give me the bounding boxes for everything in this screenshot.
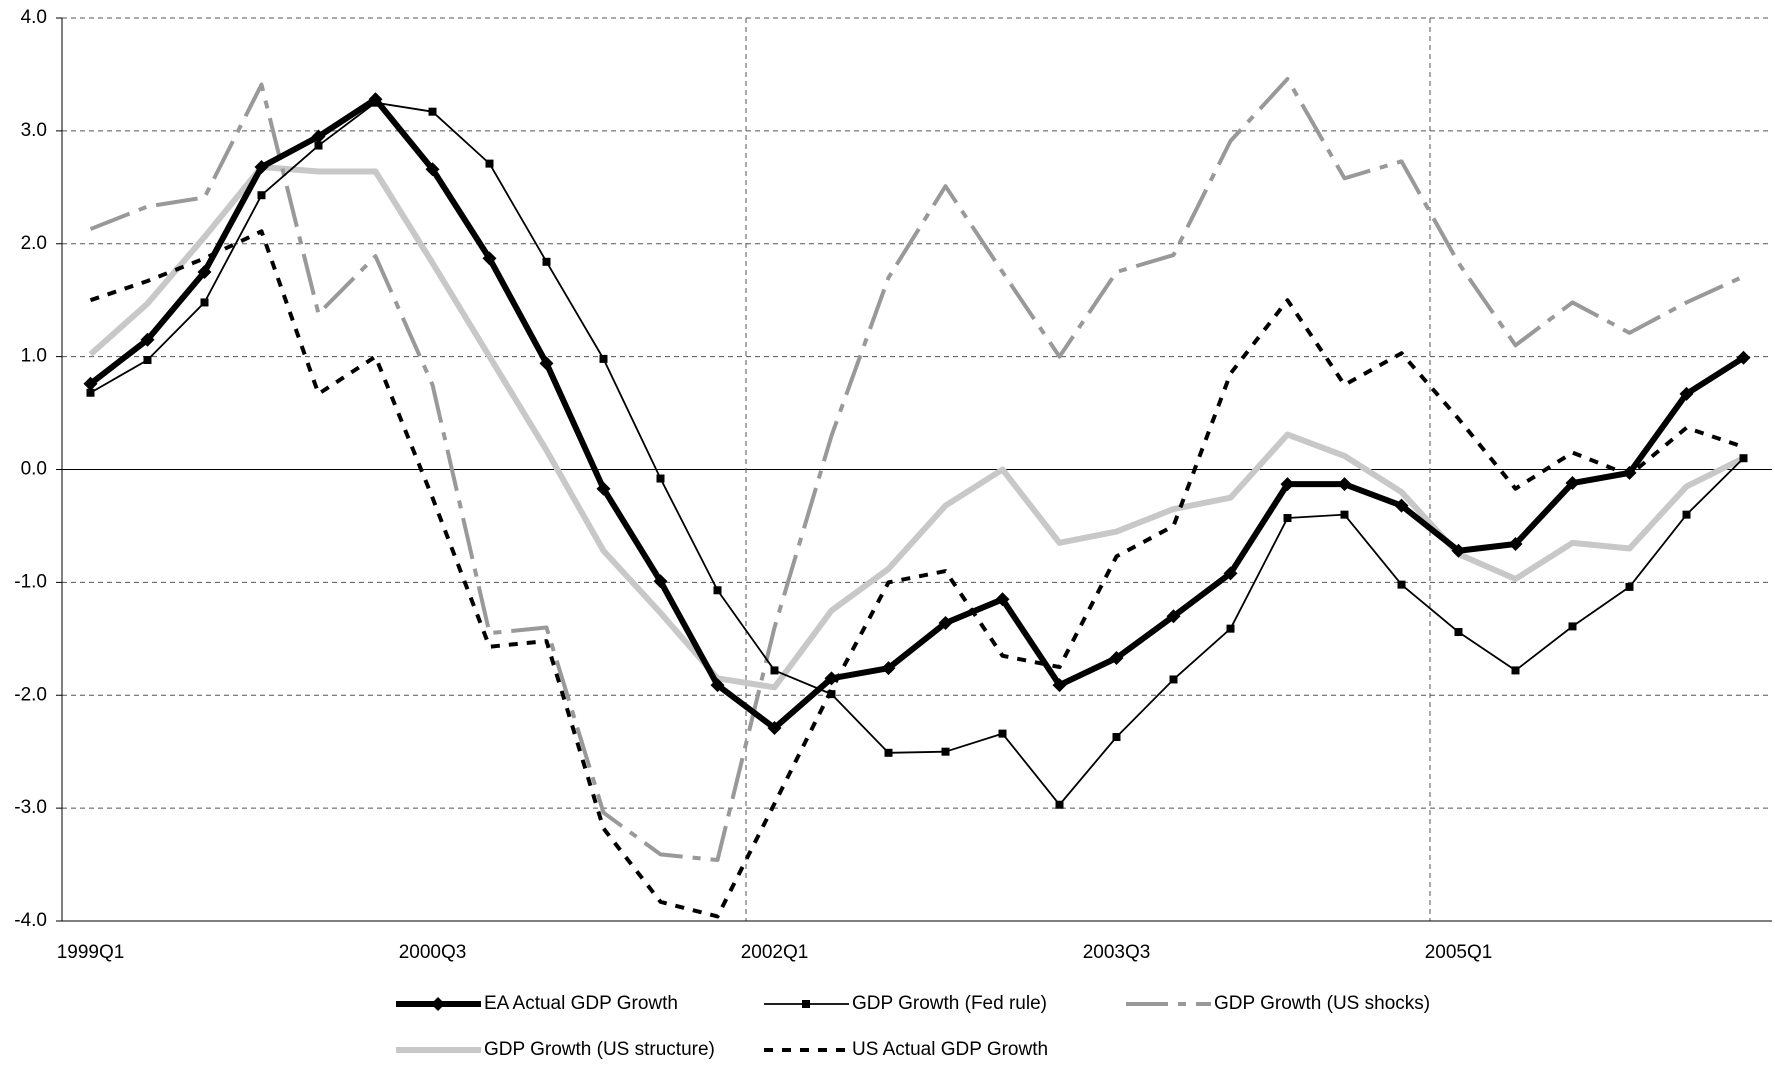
marker bbox=[1739, 454, 1748, 463]
marker bbox=[197, 264, 212, 279]
y-tick-label: -3.0 bbox=[14, 797, 47, 818]
x-tick-label: 2005Q1 bbox=[1425, 942, 1493, 963]
marker bbox=[1622, 465, 1637, 480]
marker bbox=[485, 159, 494, 168]
y-tick-label: 0.0 bbox=[21, 459, 47, 480]
legend-marker bbox=[802, 1000, 810, 1008]
series-line bbox=[90, 101, 1745, 806]
marker bbox=[368, 92, 383, 107]
marker bbox=[1565, 476, 1580, 491]
marker bbox=[1226, 624, 1235, 633]
legend-label: GDP Growth (US shocks) bbox=[1214, 993, 1430, 1014]
marker bbox=[881, 661, 896, 676]
x-tick-label: 2000Q3 bbox=[399, 942, 467, 963]
marker bbox=[770, 666, 779, 675]
marker bbox=[311, 129, 326, 144]
x-tick-label: 1999Q1 bbox=[57, 942, 125, 963]
marker bbox=[1451, 543, 1466, 558]
marker bbox=[1223, 566, 1238, 581]
legend-label: EA Actual GDP Growth bbox=[484, 993, 678, 1014]
marker bbox=[1679, 386, 1694, 401]
marker bbox=[1337, 477, 1352, 492]
marker bbox=[1568, 622, 1577, 631]
marker bbox=[995, 592, 1010, 607]
legend-label: GDP Growth (Fed rule) bbox=[852, 993, 1047, 1014]
marker bbox=[1511, 666, 1520, 675]
marker bbox=[1169, 675, 1178, 684]
marker bbox=[1052, 678, 1067, 693]
y-tick-label: 3.0 bbox=[21, 120, 47, 141]
marker bbox=[827, 690, 836, 699]
marker bbox=[1283, 514, 1292, 523]
marker bbox=[1394, 498, 1409, 513]
marker bbox=[200, 298, 209, 307]
marker bbox=[539, 356, 554, 371]
marker bbox=[599, 354, 608, 363]
series-line bbox=[88, 96, 1746, 731]
legend-marker bbox=[431, 997, 445, 1011]
marker bbox=[143, 356, 152, 365]
marker bbox=[824, 671, 839, 686]
marker bbox=[596, 481, 611, 496]
marker bbox=[713, 586, 722, 595]
marker bbox=[1055, 800, 1064, 809]
marker bbox=[1454, 628, 1463, 637]
marker bbox=[428, 107, 437, 116]
series-line bbox=[89, 229, 1745, 919]
marker bbox=[140, 332, 155, 347]
legend-label: GDP Growth (US structure) bbox=[484, 1039, 715, 1060]
marker bbox=[938, 616, 953, 631]
marker bbox=[425, 162, 440, 177]
y-tick-label: 4.0 bbox=[21, 7, 47, 28]
marker bbox=[1340, 510, 1349, 519]
marker bbox=[656, 474, 665, 483]
y-tick-label: -1.0 bbox=[14, 571, 47, 592]
marker bbox=[542, 257, 551, 266]
y-tick-label: 1.0 bbox=[21, 346, 47, 367]
x-tick-label: 2002Q1 bbox=[741, 942, 809, 963]
series-line bbox=[89, 76, 1745, 863]
marker bbox=[1112, 733, 1121, 742]
marker bbox=[482, 251, 497, 266]
marker bbox=[710, 678, 725, 693]
marker bbox=[254, 159, 269, 174]
y-tick-label: -2.0 bbox=[14, 684, 47, 705]
marker bbox=[998, 729, 1007, 738]
marker bbox=[1682, 510, 1691, 519]
series-line bbox=[88, 163, 1745, 691]
marker bbox=[1508, 536, 1523, 551]
marker bbox=[1109, 651, 1124, 666]
marker bbox=[1280, 477, 1295, 492]
marker bbox=[1625, 582, 1634, 591]
marker bbox=[83, 376, 98, 391]
legend-label: US Actual GDP Growth bbox=[852, 1039, 1048, 1060]
marker bbox=[257, 191, 266, 200]
marker bbox=[86, 388, 95, 397]
y-tick-label: -4.0 bbox=[14, 910, 47, 931]
marker bbox=[314, 141, 323, 150]
y-tick-label: 2.0 bbox=[21, 233, 47, 254]
marker bbox=[884, 748, 893, 757]
marker bbox=[1736, 350, 1751, 365]
marker bbox=[1166, 609, 1181, 624]
x-tick-label: 2003Q3 bbox=[1083, 942, 1151, 963]
marker bbox=[653, 574, 668, 589]
marker bbox=[941, 747, 950, 756]
marker bbox=[767, 720, 782, 735]
marker bbox=[1397, 580, 1406, 589]
